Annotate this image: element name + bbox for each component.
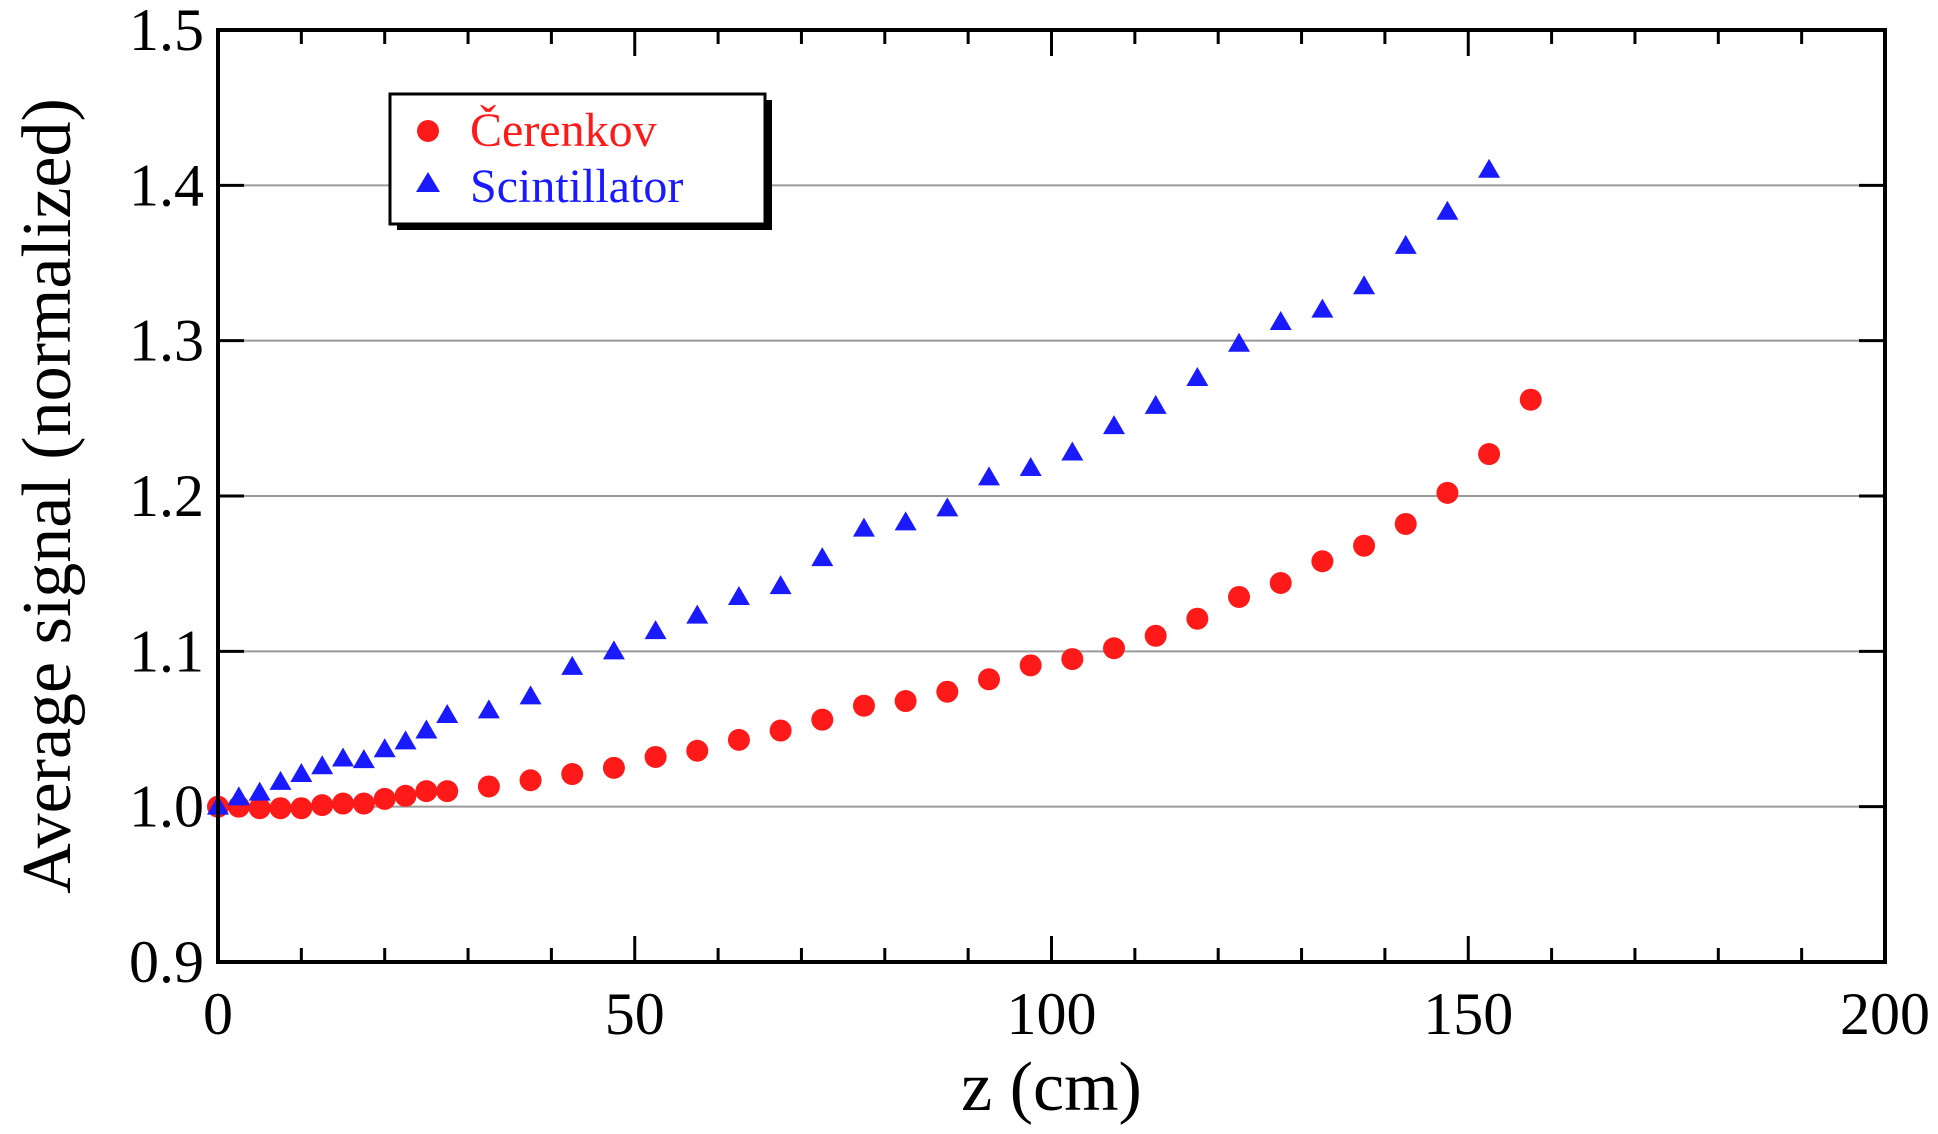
point-cerenkov	[727, 728, 750, 751]
point-cerenkov	[1019, 654, 1042, 677]
y-tick-label: 1.3	[129, 308, 204, 374]
legend-marker-scintillator	[416, 172, 440, 192]
data-points	[207, 158, 1542, 820]
x-tick-label: 150	[1423, 981, 1513, 1047]
point-scintillator	[477, 699, 500, 719]
point-scintillator	[519, 685, 542, 705]
y-axis-label: Average signal (normalized)	[9, 98, 86, 894]
point-scintillator	[1394, 234, 1417, 254]
point-cerenkov	[1311, 550, 1334, 573]
point-scintillator	[561, 655, 584, 675]
point-cerenkov	[1436, 481, 1459, 504]
point-cerenkov	[1478, 443, 1501, 466]
point-cerenkov	[1186, 607, 1209, 630]
point-cerenkov	[1269, 571, 1292, 594]
point-scintillator	[1269, 311, 1292, 331]
y-tick-label: 0.9	[129, 929, 204, 995]
point-scintillator	[1103, 415, 1126, 435]
point-scintillator	[1353, 275, 1376, 295]
y-tick-label: 1.5	[129, 0, 204, 63]
point-scintillator	[1311, 298, 1334, 318]
point-cerenkov	[1519, 388, 1542, 411]
point-cerenkov	[373, 787, 396, 810]
point-scintillator	[852, 517, 875, 537]
point-scintillator	[644, 620, 667, 640]
point-scintillator	[894, 511, 917, 531]
point-cerenkov	[686, 739, 709, 762]
point-scintillator	[373, 738, 396, 758]
x-tick-label: 0	[203, 981, 233, 1047]
point-scintillator	[1144, 394, 1167, 414]
legend-label-scintillator: Scintillator	[470, 160, 683, 213]
point-scintillator	[332, 747, 355, 767]
point-scintillator	[394, 730, 417, 750]
point-scintillator	[290, 763, 313, 783]
x-axis-label: z (cm)	[961, 1049, 1142, 1126]
point-scintillator	[602, 640, 625, 660]
point-scintillator	[415, 719, 438, 739]
point-scintillator	[1186, 366, 1209, 386]
point-scintillator	[1019, 457, 1042, 477]
point-scintillator	[227, 786, 250, 806]
point-cerenkov	[1394, 512, 1417, 535]
point-cerenkov	[415, 780, 438, 803]
point-cerenkov	[936, 680, 959, 703]
point-scintillator	[1061, 441, 1084, 461]
point-cerenkov	[561, 763, 584, 786]
point-cerenkov	[644, 745, 667, 768]
plot-frame	[216, 28, 1887, 964]
point-scintillator	[248, 781, 271, 801]
point-cerenkov	[248, 797, 271, 820]
point-cerenkov	[477, 775, 500, 798]
x-tick-label: 50	[605, 981, 665, 1047]
point-scintillator	[1436, 200, 1459, 220]
point-cerenkov	[332, 792, 355, 815]
point-scintillator	[977, 466, 1000, 486]
point-scintillator	[811, 547, 834, 567]
x-tick-label: 200	[1840, 981, 1930, 1047]
point-scintillator	[311, 755, 334, 775]
point-cerenkov	[269, 797, 292, 820]
legend-box	[388, 92, 767, 226]
legend: Čerenkov Scintillator	[388, 92, 772, 230]
point-scintillator	[686, 604, 709, 624]
point-cerenkov	[1061, 648, 1084, 671]
point-cerenkov	[977, 668, 1000, 691]
point-cerenkov	[519, 769, 542, 792]
point-cerenkov	[352, 792, 375, 815]
gridlines	[218, 184, 1885, 808]
y-tick-label: 1.1	[129, 618, 204, 684]
y-tick-label: 1.2	[129, 463, 204, 529]
point-cerenkov	[1144, 624, 1167, 647]
y-tick-label: 1.0	[129, 774, 204, 840]
point-cerenkov	[1103, 637, 1126, 660]
point-cerenkov	[1228, 585, 1251, 608]
point-scintillator	[1478, 158, 1501, 178]
point-scintillator	[1228, 332, 1251, 352]
point-scintillator	[936, 497, 959, 517]
point-scintillator	[769, 575, 792, 595]
point-cerenkov	[290, 797, 313, 820]
point-cerenkov	[811, 708, 834, 731]
point-scintillator	[269, 770, 292, 790]
tick-labels: 0 50 100 150 200 0.9 1.0 1.1 1.2 1.3 1.4 1.5	[129, 0, 1930, 1047]
point-cerenkov	[1353, 534, 1376, 557]
point-cerenkov	[311, 794, 334, 817]
legend-marker-cerenkov	[417, 120, 439, 142]
legend-label-cerenkov: Čerenkov	[470, 103, 657, 157]
point-scintillator	[352, 749, 375, 769]
point-scintillator	[436, 704, 459, 724]
y-tick-label: 1.4	[129, 152, 204, 218]
point-cerenkov	[894, 690, 917, 713]
point-cerenkov	[436, 780, 459, 803]
point-cerenkov	[852, 694, 875, 717]
point-cerenkov	[769, 719, 792, 742]
point-cerenkov	[602, 756, 625, 779]
point-scintillator	[727, 585, 750, 605]
point-cerenkov	[394, 784, 417, 807]
x-tick-label: 100	[1007, 981, 1097, 1047]
